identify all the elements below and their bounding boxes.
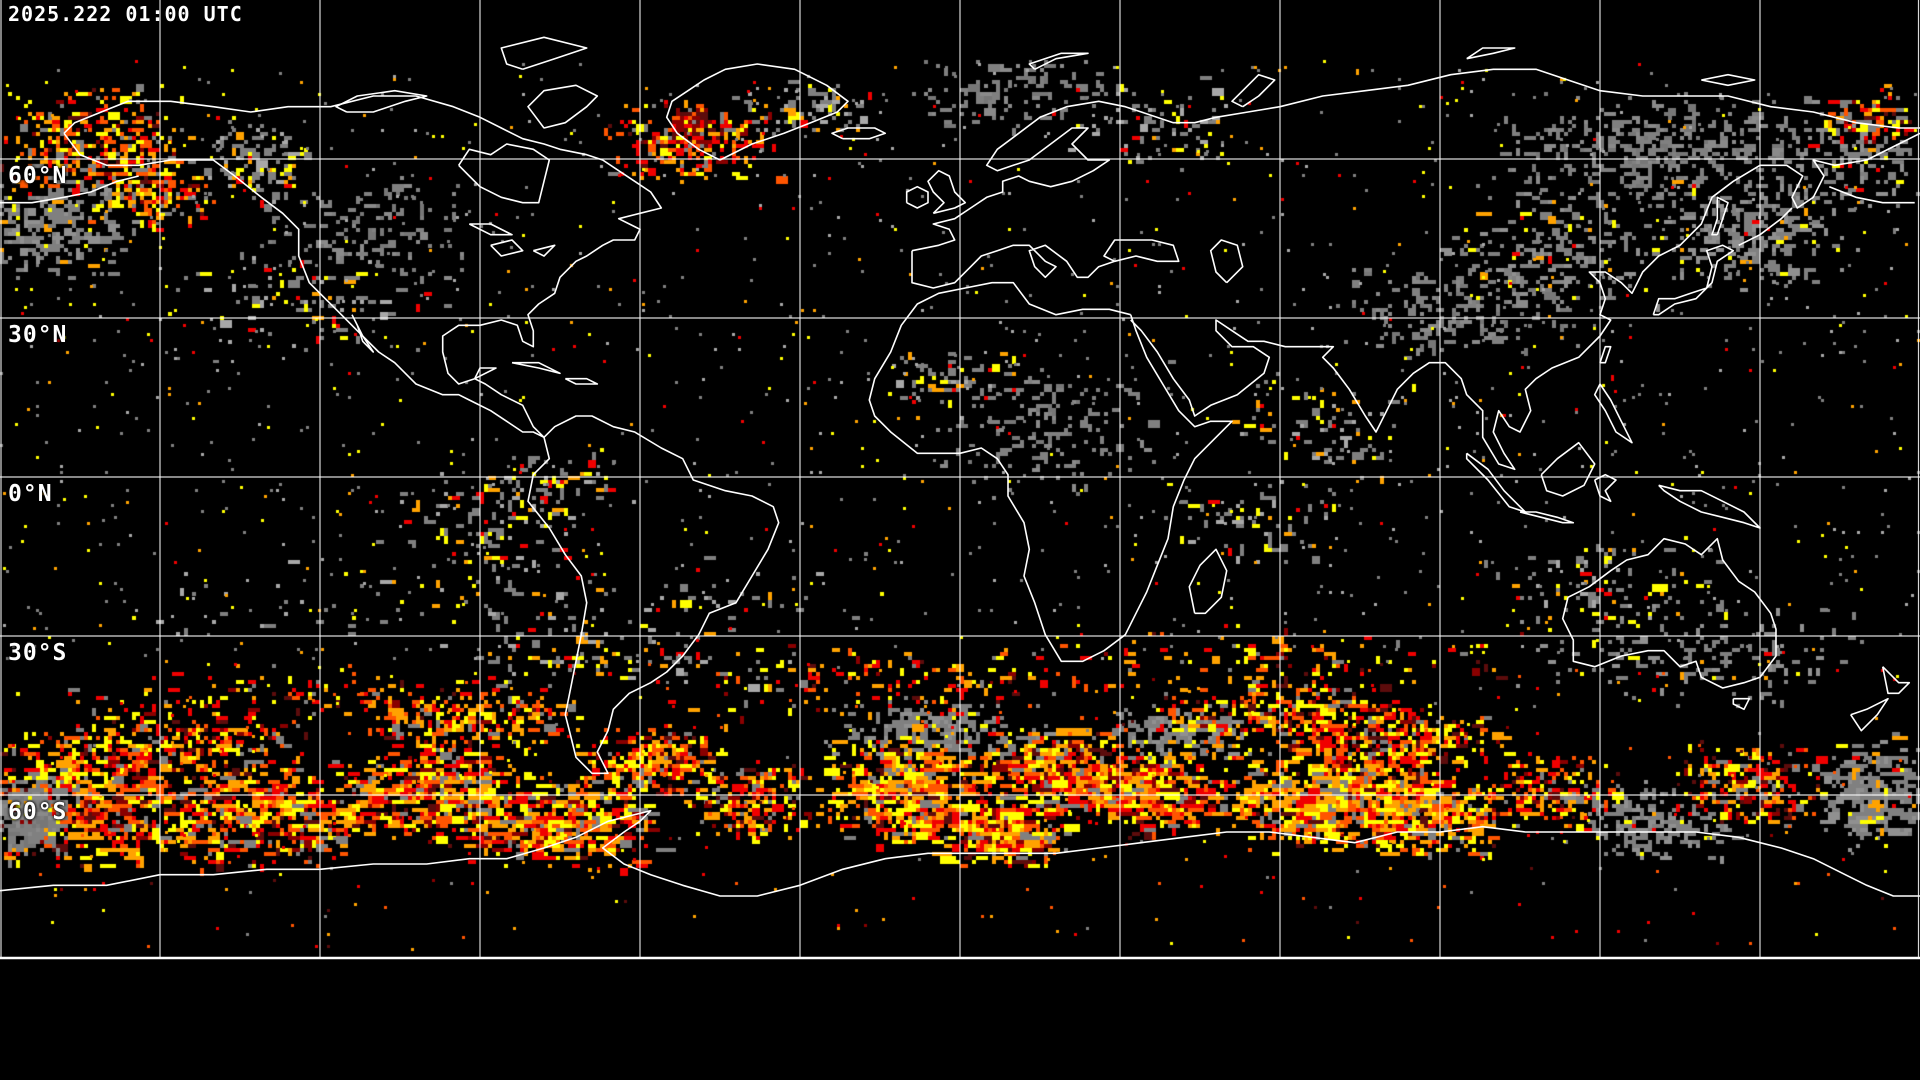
coastline <box>1465 452 1527 513</box>
lat-label-60s: 60°S <box>8 799 68 825</box>
coastline <box>1028 52 1089 71</box>
coastline <box>1561 537 1777 689</box>
coastline <box>927 169 967 215</box>
coastline <box>665 63 849 161</box>
coastline <box>1829 185 1915 204</box>
coastline <box>1593 473 1617 503</box>
graticule-coastlines-svg <box>0 0 1920 960</box>
coastline <box>831 127 887 140</box>
coastline <box>1652 244 1735 316</box>
coastline <box>0 175 139 204</box>
lat-label-60n: 60°N <box>8 163 68 189</box>
coastline <box>490 239 524 257</box>
timestamp-label: 2025.222 01:00 UTC <box>8 2 243 26</box>
coastline <box>911 239 1180 289</box>
coastline <box>1188 548 1228 615</box>
lat-label-0n: 0°N <box>8 481 53 507</box>
coastline <box>1881 666 1911 695</box>
coastline <box>1540 441 1596 497</box>
coastline <box>0 809 1920 897</box>
coastline <box>1593 383 1633 444</box>
coastline <box>511 361 561 375</box>
coastline <box>351 314 375 353</box>
coastline <box>532 244 556 257</box>
world-map: 2025.222 01:00 UTC 60°N 30°N 0°N 30°S 60… <box>0 0 1920 960</box>
lat-label-30s: 30°S <box>8 640 68 666</box>
lat-label-30n: 30°N <box>8 322 68 348</box>
coastline <box>564 377 599 385</box>
coastline <box>1850 697 1889 732</box>
coastline <box>868 281 1233 663</box>
coastline <box>1711 196 1729 236</box>
coastline <box>1658 484 1761 529</box>
coastline <box>500 36 588 71</box>
legend-bar: SLW Large Drop Index 13.5-1616-1919-2222… <box>0 960 1920 1080</box>
coastline <box>911 68 1920 252</box>
coastline <box>1732 697 1751 711</box>
coastline <box>1466 47 1516 60</box>
coastline <box>527 415 780 775</box>
coastline <box>468 223 513 236</box>
coastline <box>527 84 599 129</box>
coastline <box>1209 239 1244 284</box>
coastline <box>458 143 551 204</box>
coastline <box>1519 511 1575 524</box>
coastline <box>1599 345 1612 364</box>
coastline <box>63 95 663 439</box>
coastline <box>1231 73 1276 108</box>
coastline <box>905 185 929 209</box>
coastline <box>335 89 428 113</box>
coastline <box>1701 73 1756 87</box>
coastline <box>1130 132 1920 471</box>
coastline <box>1738 207 1793 247</box>
